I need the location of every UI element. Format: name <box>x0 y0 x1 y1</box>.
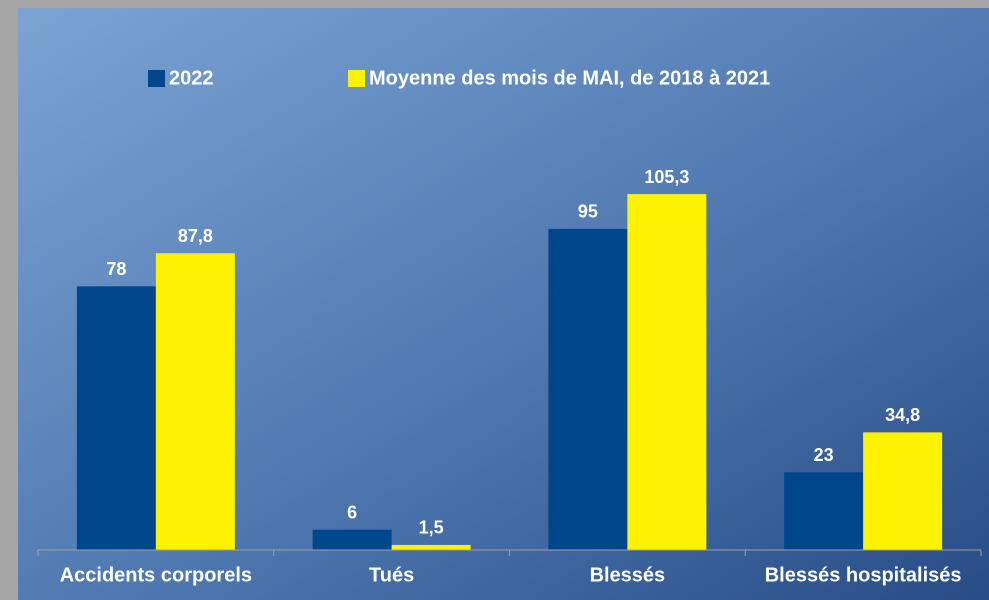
x-tick-label: Accidents corporels <box>60 564 252 586</box>
x-tick-label: Tués <box>369 564 414 586</box>
bar <box>784 472 864 550</box>
value-label: 95 <box>578 202 598 222</box>
bar <box>627 194 707 550</box>
bar <box>155 253 235 550</box>
value-label: 23 <box>814 445 834 465</box>
legend-label: Moyenne des mois de MAI, de 2018 à 2021 <box>369 67 770 89</box>
x-tick-label: Blessés hospitalisés <box>765 564 962 586</box>
legend-label: 2022 <box>169 67 214 89</box>
value-label: 78 <box>106 259 126 279</box>
legend-swatch <box>148 70 165 87</box>
bar <box>391 544 471 550</box>
value-label: 34,8 <box>885 405 920 425</box>
value-label: 87,8 <box>178 226 213 246</box>
bar <box>863 432 943 550</box>
value-label: 105,3 <box>644 167 689 187</box>
value-label: 1,5 <box>419 518 444 538</box>
bar <box>312 529 392 550</box>
value-label: 6 <box>347 502 357 522</box>
bar <box>548 228 628 550</box>
x-tick-label: Blessés <box>590 564 666 586</box>
legend-swatch <box>348 70 365 87</box>
bar <box>76 286 156 550</box>
